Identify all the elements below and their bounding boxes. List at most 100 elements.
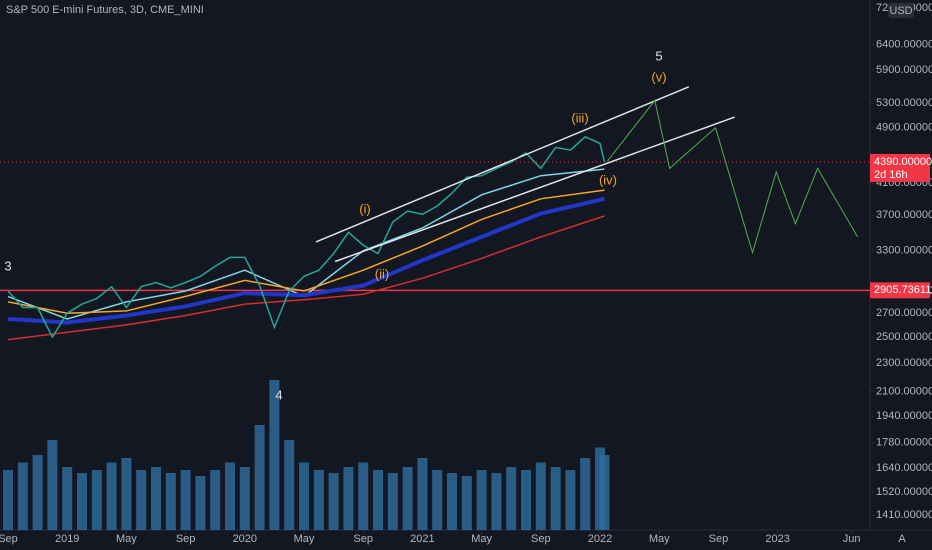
y-tick-label: 2700.000000 — [876, 307, 932, 319]
y-tick-label: 1410.000000 — [876, 509, 932, 521]
wave-label: 4 — [275, 387, 282, 402]
x-tick-label: May — [116, 533, 137, 545]
volume-bar — [565, 470, 576, 530]
volume-bar — [328, 473, 339, 530]
x-tick-label: Jun — [843, 533, 861, 545]
x-tick-label: May — [471, 533, 492, 545]
wave-label: 5 — [655, 48, 662, 63]
volume-bar — [432, 470, 443, 530]
support-label: 2905.736111 — [874, 284, 932, 296]
y-tick-label: 2500.000000 — [876, 331, 932, 343]
y-tick-label: 1640.000000 — [876, 462, 932, 474]
support-badge — [870, 282, 930, 299]
wave-label: (ii) — [375, 266, 389, 281]
wave-label: (v) — [651, 69, 666, 84]
volume-bar — [210, 470, 221, 530]
volume-bar — [269, 380, 280, 530]
volume-bar — [151, 467, 162, 530]
volume-bar — [2, 470, 13, 530]
volume-bar — [239, 467, 250, 530]
volume-bar — [535, 462, 546, 530]
volume-bar — [343, 467, 354, 530]
currency-label[interactable]: USD — [889, 5, 912, 17]
volume-bar — [417, 458, 428, 530]
volume-bar — [91, 470, 102, 530]
x-tick-label: Sep — [353, 533, 373, 545]
y-tick-label: 6400.000000 — [876, 39, 932, 51]
channel-line — [315, 86, 690, 243]
volume-bar — [62, 467, 73, 530]
last-price-label: 4390.000000 — [874, 156, 932, 168]
wave-label: 3 — [4, 258, 11, 273]
x-tick-label: 2020 — [233, 533, 257, 545]
volume-bar — [521, 470, 532, 530]
price-line — [7, 135, 606, 339]
volume-bar — [491, 473, 502, 530]
volume-bar — [373, 470, 384, 530]
volume-bar — [195, 476, 206, 530]
volume-bar — [254, 425, 265, 530]
wave-label: (i) — [359, 201, 371, 216]
volume-bar — [180, 470, 191, 530]
projection-line — [607, 99, 859, 255]
wave-label: (iii) — [571, 110, 588, 125]
currency-badge[interactable] — [888, 3, 914, 18]
y-tick-label: 3300.000000 — [876, 245, 932, 257]
channel-line — [334, 116, 735, 263]
volume-bar — [358, 462, 369, 530]
volume-bar — [106, 462, 117, 530]
moving-average — [7, 215, 605, 341]
y-tick-label: 1780.000000 — [876, 437, 932, 449]
y-tick-label: 5300.000000 — [876, 97, 932, 109]
x-tick-label: May — [294, 533, 315, 545]
y-tick-label: 2100.000000 — [876, 385, 932, 397]
x-tick-label: 2021 — [410, 533, 434, 545]
volume-bar — [225, 462, 236, 530]
volume-bar — [550, 467, 561, 530]
x-tick-label: 2019 — [55, 533, 79, 545]
volume-bar — [461, 476, 472, 530]
volume-bar — [32, 455, 43, 530]
moving-average — [7, 189, 605, 314]
x-tick-label: May — [649, 533, 670, 545]
volume-bar — [580, 458, 591, 530]
wave-label: (iv) — [599, 172, 617, 187]
volume-bar — [299, 462, 310, 530]
scale-mode[interactable]: A — [898, 533, 906, 545]
volume-bar — [165, 473, 176, 530]
y-tick-label: 3700.000000 — [876, 209, 932, 221]
volume-bar — [402, 467, 413, 530]
volume-bar — [76, 473, 87, 530]
volume-bar — [447, 473, 458, 530]
y-tick-label: 5900.000000 — [876, 64, 932, 76]
x-tick-label: 2022 — [588, 533, 612, 545]
x-tick-label: Sep — [531, 533, 551, 545]
plot-area: 5 (v) (iii) (i) (ii) (iv) 3 4 — [0, 48, 870, 402]
volume-bar — [387, 473, 398, 530]
x-tick-label: Sep — [0, 533, 18, 545]
volume-bar — [47, 440, 58, 530]
y-tick-label: 4900.000000 — [876, 122, 932, 134]
moving-average — [7, 196, 605, 325]
chart-title: S&P 500 E-mini Futures, 3D, CME_MINI — [6, 4, 204, 16]
x-tick-label: Sep — [709, 533, 729, 545]
y-tick-label: 1520.000000 — [876, 486, 932, 498]
countdown-label: 2d 16h — [874, 169, 908, 181]
volume-bar — [506, 467, 517, 530]
volume-bar — [121, 458, 132, 530]
y-tick-label: 2300.000000 — [876, 357, 932, 369]
last-price-badge — [870, 153, 930, 182]
y-tick-label: 1940.000000 — [876, 410, 932, 422]
volume-bar — [17, 462, 28, 530]
x-tick-label: 2023 — [765, 533, 789, 545]
volume-bar — [476, 470, 487, 530]
x-tick-label: Sep — [176, 533, 196, 545]
volume-bar — [599, 455, 610, 530]
volume-bar — [136, 470, 147, 530]
volume-bar — [284, 440, 295, 530]
volume-pane — [2, 380, 610, 530]
volume-bar — [313, 470, 324, 530]
